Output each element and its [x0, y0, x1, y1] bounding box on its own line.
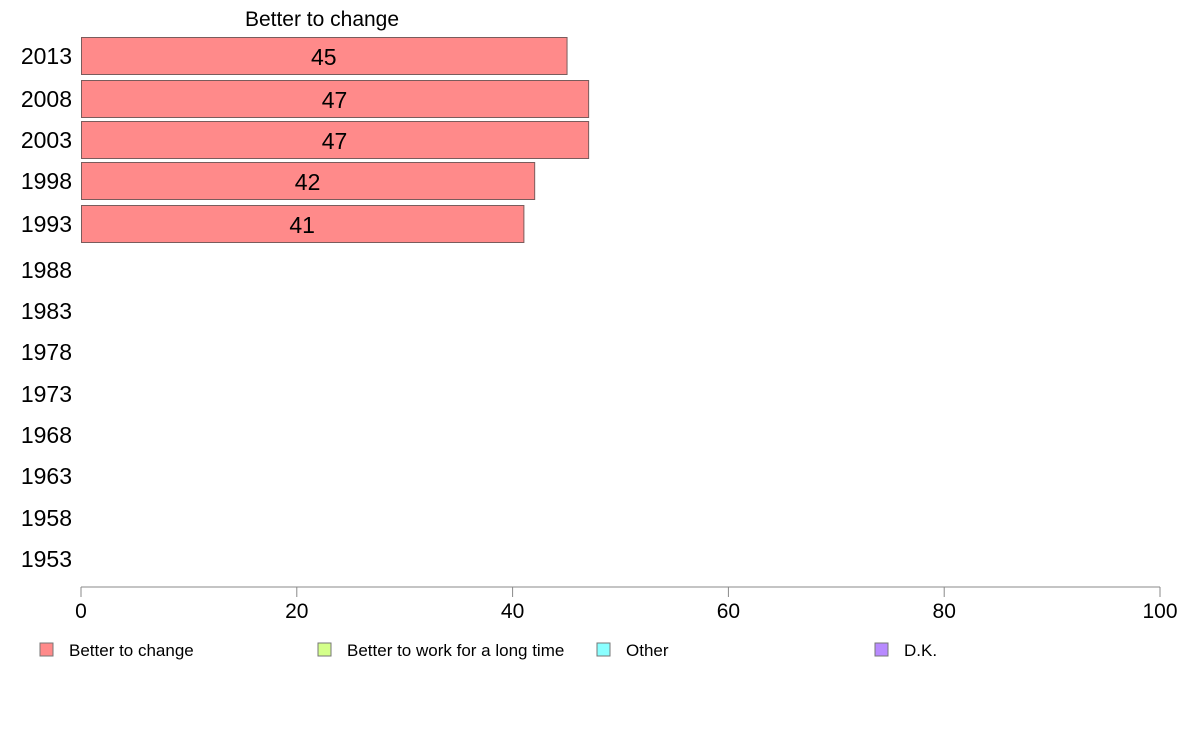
bar-value-label: 47: [322, 128, 348, 154]
legend-label: Better to change: [69, 641, 194, 660]
legend-swatch: [874, 642, 889, 657]
year-label: 2008: [21, 86, 72, 112]
y-axis-labels: 2013 2008 2003 1998 1993 1988 1983 1978 1973 1968…: [21, 43, 72, 572]
year-label: 1988: [21, 257, 72, 283]
x-axis: 0 20 40 60 80 100: [75, 586, 1178, 623]
legend-item: Better to change: [39, 641, 194, 660]
year-label: 1983: [21, 298, 72, 324]
year-label: 1968: [21, 422, 72, 448]
x-tick-label: 100: [1142, 600, 1177, 623]
bar-value-label: 45: [311, 44, 337, 70]
bar-value-label: 42: [295, 169, 321, 195]
year-label: 1963: [21, 463, 72, 489]
x-tick-label: 40: [501, 600, 524, 623]
legend-swatch: [317, 642, 332, 657]
year-label: 2003: [21, 127, 72, 153]
bar-value-label: 47: [322, 87, 348, 113]
legend-label: Better to work for a long time: [347, 641, 564, 660]
legend-swatch: [596, 642, 611, 657]
year-label: 1953: [21, 546, 72, 572]
legend-item: D.K.: [874, 641, 937, 660]
year-label: 1993: [21, 211, 72, 237]
x-tick-label: 20: [285, 600, 308, 623]
x-tick-label: 80: [933, 600, 956, 623]
legend-swatch: [39, 642, 54, 657]
year-label: 1978: [21, 339, 72, 365]
x-tick-label: 0: [75, 600, 87, 623]
legend-item: Other: [596, 641, 669, 660]
year-label: 1973: [21, 381, 72, 407]
year-label: 1998: [21, 168, 72, 194]
year-label: 2013: [21, 43, 72, 69]
legend: Better to change Better to work for a lon…: [39, 641, 937, 660]
legend-label: Other: [626, 641, 669, 660]
bar: [81, 37, 568, 75]
bar-value-label: 41: [289, 212, 315, 238]
legend-item: Better to work for a long time: [317, 641, 564, 660]
bar: [81, 121, 590, 159]
bar: [81, 80, 590, 118]
year-label: 1958: [21, 505, 72, 531]
bar: [81, 205, 525, 243]
x-tick-label: 60: [717, 600, 740, 623]
legend-label: D.K.: [904, 641, 937, 660]
chart-title: Better to change: [245, 8, 399, 31]
bar: [81, 162, 536, 200]
